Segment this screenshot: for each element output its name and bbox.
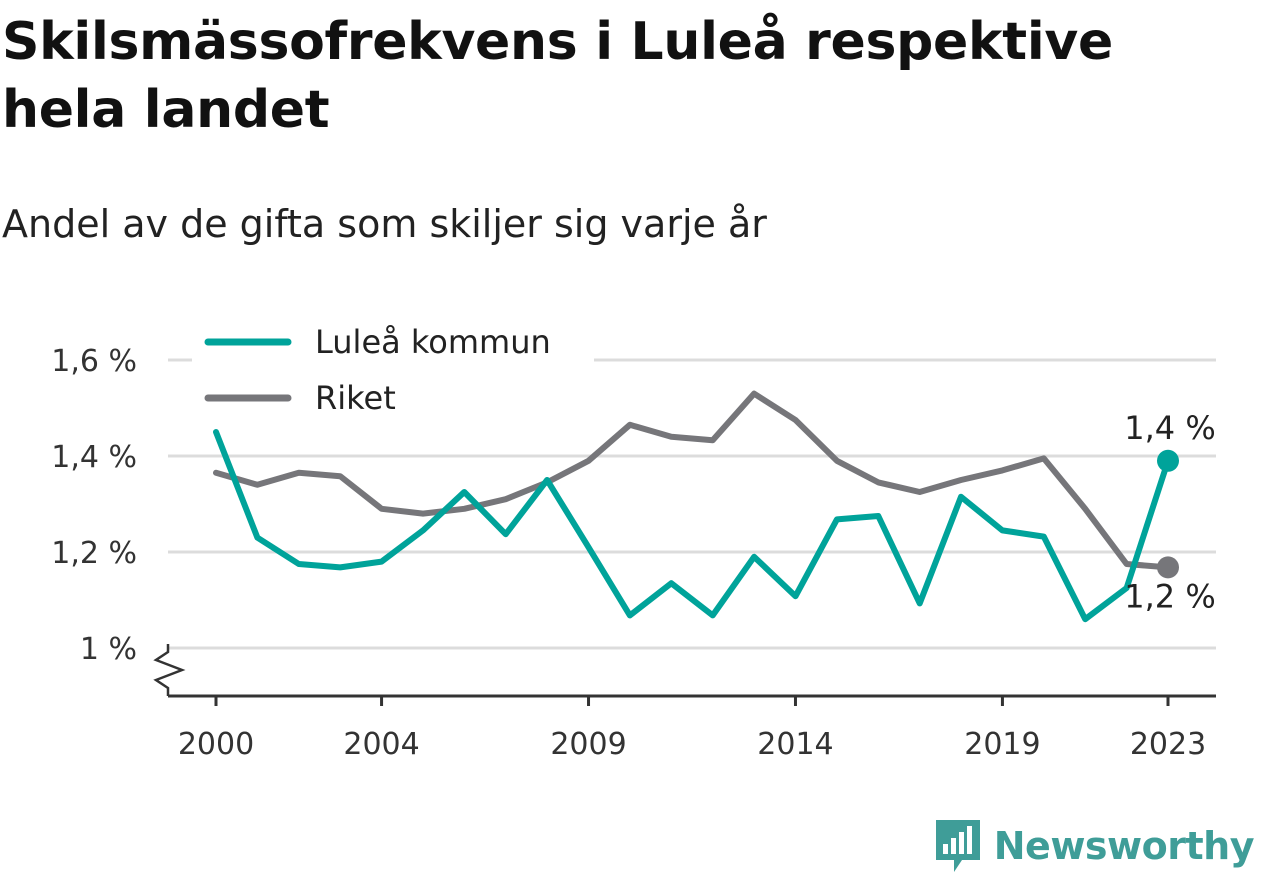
series-line-riket xyxy=(213,390,1171,571)
y-tick-label: 1 % xyxy=(80,632,137,667)
x-axis: 2000 2004 2009 2014 2019 2023 xyxy=(153,644,1216,762)
end-labels: 1,4 % 1,2 % xyxy=(1124,409,1215,616)
legend-label: Luleå kommun xyxy=(315,323,551,361)
series-end-label: 1,2 % xyxy=(1124,577,1215,615)
x-tick-label: 2009 xyxy=(550,727,626,762)
series-line-lulea xyxy=(213,429,1171,623)
y-axis-ticks: 1 % 1,2 % 1,4 % 1,6 % xyxy=(51,344,137,667)
axis-break-icon xyxy=(153,644,186,696)
x-tick-label: 2019 xyxy=(964,727,1040,762)
x-tick-label: 2023 xyxy=(1130,727,1206,762)
legend-background xyxy=(192,318,594,424)
y-tick-label: 1,2 % xyxy=(51,536,137,571)
series-end-marker xyxy=(1157,556,1179,579)
chart-subtitle: Andel av de gifta som skiljer sig varje … xyxy=(2,202,767,246)
series-layer xyxy=(213,390,1171,623)
x-tick-label: 2014 xyxy=(757,727,833,762)
legend: Luleå kommun Riket xyxy=(192,318,594,424)
y-tick-label: 1,6 % xyxy=(51,344,137,379)
series-end-marker xyxy=(1157,449,1179,472)
series-end-label: 1,4 % xyxy=(1124,409,1215,447)
y-tick-label: 1,4 % xyxy=(51,440,137,475)
x-tick-label: 2000 xyxy=(178,727,254,762)
legend-label: Riket xyxy=(315,379,396,417)
x-tick-label: 2004 xyxy=(343,727,419,762)
newsworthy-logo: Newsworthy xyxy=(934,815,1255,877)
logo-text: Newsworthy xyxy=(993,824,1255,868)
newsworthy-logo-icon xyxy=(935,820,980,872)
chart-title: Skilsmässofrekvens i Luleå respektive he… xyxy=(2,12,1113,140)
